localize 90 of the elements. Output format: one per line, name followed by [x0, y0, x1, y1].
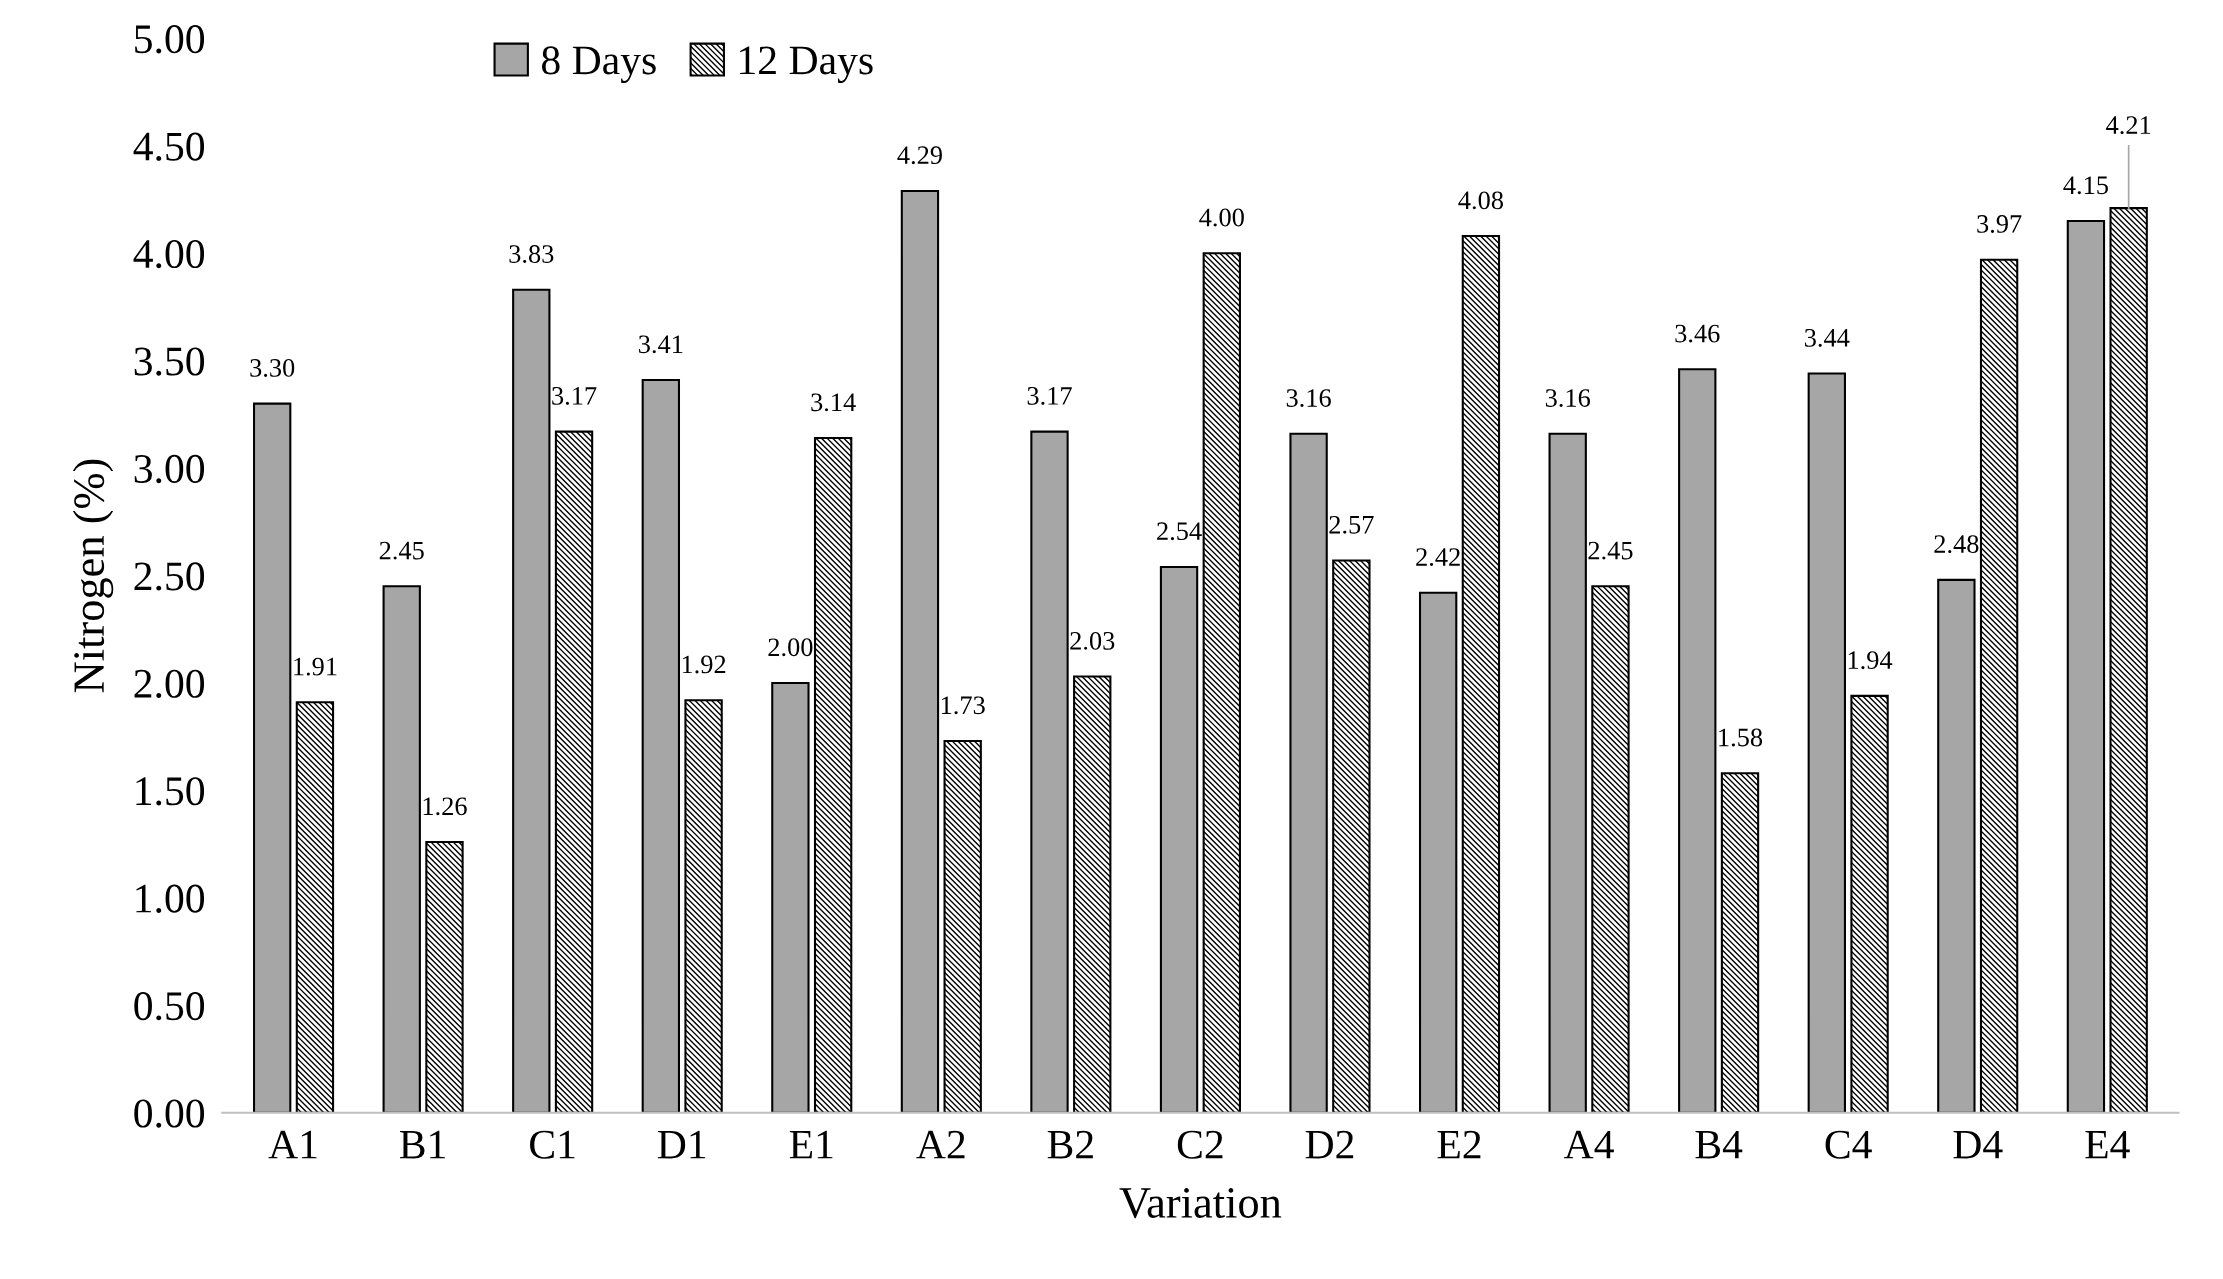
- bar: [1202, 252, 1241, 1113]
- bar: [771, 681, 810, 1113]
- data-label: 2.00: [768, 638, 813, 657]
- x-axis-title: Variation: [1119, 1188, 1282, 1219]
- data-label: 3.17: [1027, 387, 1072, 405]
- bar: [1979, 258, 2019, 1113]
- y-tick-label: 2.50: [134, 562, 205, 591]
- y-axis-title: Nitrogen (%): [72, 459, 114, 693]
- data-label: 1.92: [682, 655, 726, 674]
- y-tick-label: 0.00: [134, 1099, 205, 1128]
- y-tick-label: 1.50: [136, 777, 205, 806]
- bar: [382, 585, 421, 1113]
- x-tick-label: B4: [1695, 1130, 1743, 1159]
- bar: [1678, 368, 1717, 1113]
- x-tick-label: C1: [530, 1130, 575, 1159]
- data-label: 3.46: [1675, 324, 1720, 343]
- bar: [512, 288, 551, 1113]
- data-label: 3.41: [639, 335, 683, 354]
- bar: [1332, 559, 1371, 1113]
- data-label: 4.29: [897, 146, 942, 165]
- legend-label: 12 Days: [740, 46, 873, 84]
- data-label: 4.00: [1199, 208, 1244, 227]
- y-tick-label: 2.00: [134, 669, 205, 699]
- data-label: 3.16: [1545, 389, 1590, 407]
- y-tick-label: 5.00: [135, 25, 205, 54]
- bar: [554, 430, 594, 1113]
- data-label: 3.17: [552, 387, 597, 405]
- data-label: 2.48: [1934, 535, 1979, 554]
- x-tick-label: D4: [1953, 1130, 2003, 1159]
- x-tick-label: E2: [1437, 1130, 1481, 1159]
- data-label: 3.44: [1804, 328, 1850, 347]
- y-tick-label: 0.50: [134, 992, 205, 1021]
- data-label: 3.97: [1977, 215, 2022, 233]
- bar: [1807, 372, 1846, 1113]
- data-label: 4.15: [2063, 176, 2108, 195]
- bar: [1937, 578, 1976, 1113]
- bar: [1850, 694, 1889, 1113]
- data-label: 2.45: [1588, 541, 1633, 560]
- data-label: 2.54: [1157, 522, 1202, 541]
- bar: [425, 840, 464, 1113]
- x-tick-label: A4: [1564, 1130, 1614, 1159]
- bar: [2109, 207, 2148, 1113]
- bar: [1548, 432, 1587, 1113]
- bar: [1289, 432, 1328, 1113]
- y-tick-label: 4.00: [133, 239, 205, 269]
- data-label: 3.14: [811, 393, 856, 412]
- bar: [1030, 430, 1069, 1113]
- x-tick-label: C4: [1825, 1130, 1872, 1159]
- data-label: 1.94: [1848, 651, 1893, 670]
- bar: [943, 739, 982, 1113]
- bar: [900, 189, 940, 1113]
- data-label: 1.91: [294, 657, 337, 676]
- data-label: 2.42: [1416, 548, 1460, 567]
- data-label: 1.73: [941, 696, 985, 715]
- bar: [641, 378, 681, 1113]
- bar: [295, 701, 335, 1113]
- x-tick-label: D2: [1305, 1130, 1354, 1159]
- x-tick-label: A1: [268, 1130, 317, 1159]
- x-tick-label: D1: [657, 1130, 706, 1159]
- data-label: 1.58: [1719, 728, 1763, 747]
- y-tick-label: 3.00: [134, 454, 205, 484]
- data-label: 2.03: [1070, 631, 1115, 650]
- x-tick-label: A2: [916, 1130, 965, 1159]
- bar: [684, 699, 723, 1113]
- bar: [1073, 675, 1112, 1113]
- bar: [2066, 219, 2106, 1113]
- bar: [253, 402, 292, 1113]
- data-label: 1.26: [423, 797, 467, 816]
- x-tick-label: B2: [1047, 1130, 1093, 1159]
- bar: [1720, 772, 1760, 1113]
- x-tick-label: C2: [1177, 1130, 1223, 1159]
- x-tick-label: B1: [399, 1130, 445, 1159]
- x-tick-label: E4: [2085, 1130, 2130, 1159]
- data-label: 3.16: [1286, 389, 1331, 407]
- bar: [1461, 235, 1501, 1113]
- data-label: 2.45: [379, 541, 424, 560]
- legend-label: 8 Days: [541, 46, 656, 84]
- data-label: 3.83: [509, 245, 554, 264]
- data-label: 2.57: [1329, 515, 1374, 534]
- bar: [1591, 585, 1630, 1113]
- data-label: 4.21: [2106, 116, 2151, 135]
- y-tick-label: 3.50: [134, 347, 205, 376]
- data-label: 4.08: [1458, 191, 1503, 210]
- data-label: 3.30: [250, 359, 295, 377]
- bar: [1418, 591, 1458, 1113]
- x-tick-label: E1: [789, 1130, 833, 1159]
- y-tick-label: 1.00: [136, 884, 205, 913]
- bar: [813, 436, 853, 1113]
- bar: [1159, 565, 1199, 1113]
- y-tick-label: 4.50: [133, 132, 205, 161]
